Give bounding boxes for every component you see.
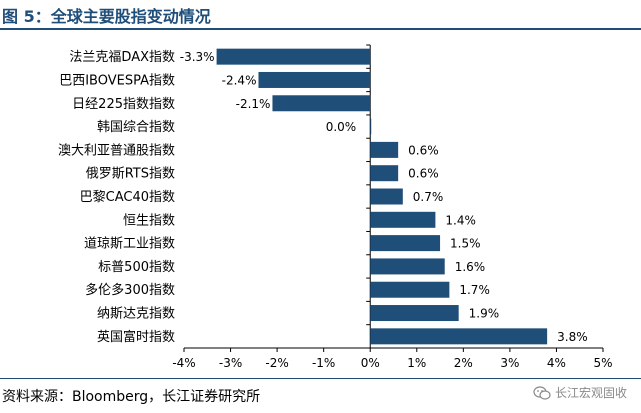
x-tick-label: -3% xyxy=(219,356,242,370)
data-label: 0.7% xyxy=(413,190,444,204)
data-label: 0.6% xyxy=(408,167,439,181)
category-label: 多伦多300指数 xyxy=(85,282,175,298)
bar xyxy=(272,95,371,112)
data-label: 1.6% xyxy=(455,260,486,274)
data-label: 1.4% xyxy=(445,213,476,227)
category-label: 俄罗斯RTS指数 xyxy=(86,167,175,182)
x-tick-label: 0% xyxy=(361,356,380,370)
data-label: -2.4% xyxy=(222,73,257,87)
data-label: 1.9% xyxy=(469,307,500,321)
category-label: 澳大利亚普通股指数 xyxy=(58,142,175,158)
x-tick-label: 2% xyxy=(454,356,473,370)
data-label: 3.8% xyxy=(557,330,588,344)
source-note: 资料来源：Bloomberg，长江证券研究所 xyxy=(2,389,261,405)
x-tick-label: -2% xyxy=(265,356,288,370)
watermark-text: 长江宏观固收 xyxy=(554,386,627,400)
title-bar: 图 5：全球主要股指变动情况 xyxy=(0,0,641,30)
data-label: 0.0% xyxy=(326,120,357,134)
category-label: 标普500指数 xyxy=(98,260,175,275)
category-label: 巴黎CAC40指数 xyxy=(80,190,175,205)
wechat-icon xyxy=(533,385,551,400)
x-tick-label: -1% xyxy=(312,356,335,370)
data-label: 0.6% xyxy=(408,143,439,157)
x-tick-label: 4% xyxy=(547,356,566,370)
data-label: 1.5% xyxy=(450,237,481,251)
x-tick-label: -4% xyxy=(172,356,195,370)
data-label: 1.7% xyxy=(459,283,490,297)
category-label: 英国富时指数 xyxy=(97,329,175,345)
watermark: 长江宏观固收 xyxy=(533,384,627,401)
x-tick-label: 1% xyxy=(407,356,426,370)
bar xyxy=(370,305,459,322)
data-label: -3.3% xyxy=(180,50,215,64)
source-bar: 资料来源：Bloomberg，长江证券研究所 长江宏观固收 xyxy=(0,378,641,413)
bar xyxy=(370,211,436,228)
bar xyxy=(370,328,548,345)
bar xyxy=(216,48,371,65)
bar xyxy=(370,188,403,205)
figure-title: 图 5：全球主要股指变动情况 xyxy=(2,7,211,26)
category-label: 日经225指数指数 xyxy=(72,97,175,112)
category-label: 道琼斯工业指数 xyxy=(84,237,175,252)
category-label: 纳斯达克指数 xyxy=(97,307,175,322)
bar xyxy=(370,258,445,275)
category-label: 法兰克福DAX指数 xyxy=(69,50,175,65)
bar xyxy=(370,165,399,182)
bar-chart: -4% -3% -2% -1% 0% 1% 2% 3% 4% 5% 法兰克福DAX指数 -3.3% 巴西… xyxy=(58,44,613,370)
category-label: 巴西IBOVESPA指数 xyxy=(59,73,175,88)
data-label: -2.1% xyxy=(236,97,271,111)
bar xyxy=(370,235,441,252)
x-tick-label: 5% xyxy=(593,356,612,370)
bar xyxy=(370,141,399,158)
bar xyxy=(258,71,371,88)
category-label: 恒生指数 xyxy=(123,213,175,228)
category-label: 韩国综合指数 xyxy=(97,120,175,135)
x-tick-label: 3% xyxy=(500,356,519,370)
bar xyxy=(370,281,450,298)
bar xyxy=(370,118,372,135)
